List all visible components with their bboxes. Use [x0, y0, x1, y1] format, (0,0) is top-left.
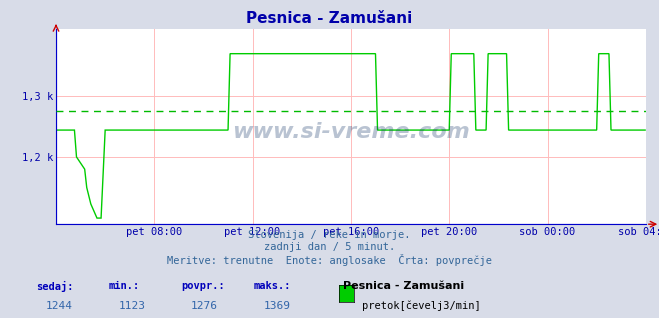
Text: 1276: 1276 [191, 301, 218, 310]
Text: 1123: 1123 [119, 301, 146, 310]
Text: www.si-vreme.com: www.si-vreme.com [232, 122, 470, 142]
Text: Meritve: trenutne  Enote: anglosake  Črta: povprečje: Meritve: trenutne Enote: anglosake Črta:… [167, 254, 492, 266]
Text: 1369: 1369 [264, 301, 291, 310]
Text: Pesnica - Zamušani: Pesnica - Zamušani [246, 11, 413, 26]
Text: pretok[čevelj3/min]: pretok[čevelj3/min] [362, 301, 481, 311]
Text: sedaj:: sedaj: [36, 281, 74, 293]
Text: maks.:: maks.: [254, 281, 291, 291]
Text: min.:: min.: [109, 281, 140, 291]
Text: 1244: 1244 [46, 301, 73, 310]
Text: povpr.:: povpr.: [181, 281, 225, 291]
Text: Slovenija / reke in morje.: Slovenija / reke in morje. [248, 230, 411, 239]
Text: zadnji dan / 5 minut.: zadnji dan / 5 minut. [264, 242, 395, 252]
Text: Pesnica - Zamušani: Pesnica - Zamušani [343, 281, 464, 291]
